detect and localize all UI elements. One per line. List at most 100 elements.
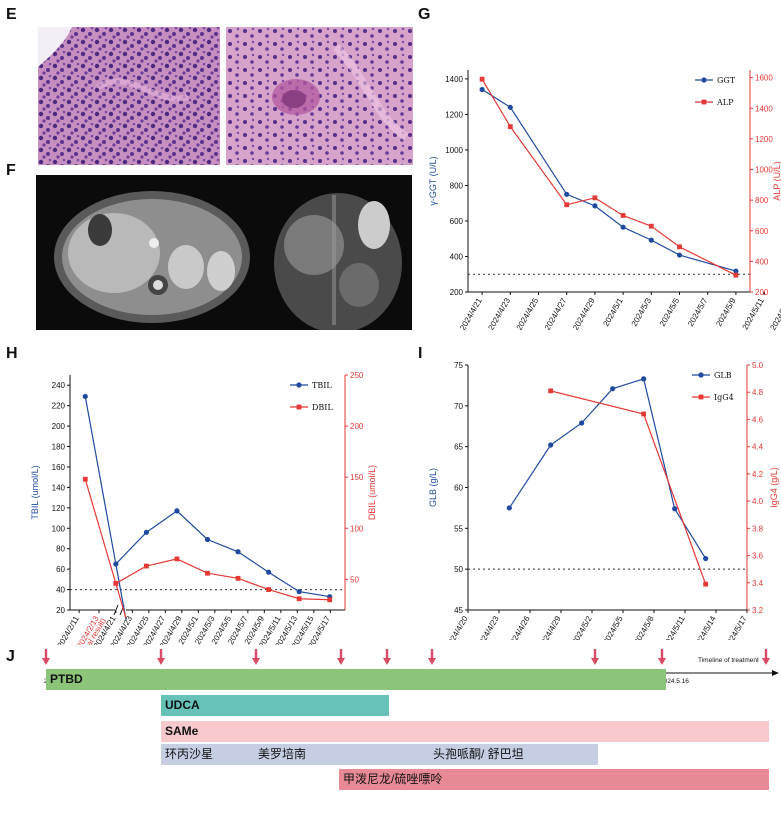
- data-point-DBIL: [235, 575, 241, 581]
- y-tick-label: 180: [52, 443, 66, 452]
- x-tick-label: 2024/5/17: [723, 614, 749, 640]
- timeline-arrowhead: [772, 670, 779, 676]
- y-tick-label: 40: [56, 586, 65, 595]
- event-arrowhead: [157, 658, 165, 665]
- legend-label-GLB: GLB: [714, 371, 732, 380]
- y2-tick-label: 3.6: [752, 552, 764, 561]
- data-point-GLB: [610, 386, 616, 392]
- data-point-ALP: [592, 195, 598, 201]
- y-tick-label: 55: [454, 524, 463, 533]
- data-point-TBIL: [296, 589, 302, 595]
- y2-tick-label: 4.8: [752, 388, 764, 397]
- event-arrowhead: [428, 658, 436, 665]
- data-point-DBIL: [296, 596, 302, 602]
- data-point-TBIL: [82, 393, 88, 400]
- x-tick-label: 2024/5/9: [714, 296, 738, 328]
- data-point-IgG4: [641, 411, 647, 417]
- data-point-GGT: [676, 252, 683, 258]
- data-point-GLB: [703, 555, 709, 562]
- legend-label-GGT: GGT: [717, 76, 736, 85]
- y-tick-label: 600: [450, 217, 464, 226]
- histology-image-left: [38, 27, 220, 165]
- panel-label-j: J: [6, 648, 15, 665]
- data-point-GLB: [548, 442, 554, 448]
- y2-tick-label: 3.2: [752, 606, 764, 615]
- y-tick-label: 60: [56, 565, 65, 574]
- data-point-DBIL: [174, 556, 180, 562]
- y2-tick-label: 5.0: [752, 361, 764, 370]
- event-arrowhead: [337, 658, 345, 665]
- x-tick-label: 2024/5/11: [661, 614, 687, 640]
- x-tick-label: 2024/4/25: [515, 296, 541, 330]
- y-tick-label: 120: [52, 504, 66, 513]
- y-axis-label: γ-GGT (U/L): [428, 156, 438, 205]
- event-arrowhead: [658, 658, 666, 665]
- data-point-ALP: [507, 124, 513, 130]
- legend-marker-GGT: [701, 77, 707, 83]
- data-point-IgG4: [703, 581, 709, 587]
- y2-tick-label: 150: [350, 473, 364, 482]
- y2-tick-label: 100: [350, 524, 364, 533]
- y-tick-label: 1200: [445, 110, 463, 119]
- x-tick-label: 2024/5/7: [686, 296, 710, 328]
- data-point-GGT: [733, 268, 739, 274]
- x-tick-label: 2024/4/27: [543, 296, 569, 330]
- event-arrowhead: [252, 658, 260, 665]
- y-tick-label: 60: [454, 484, 463, 493]
- series-line-GLB: [508, 378, 707, 559]
- x-tick-label: 2024/5/5: [601, 614, 625, 640]
- y-tick-label: 160: [52, 463, 66, 472]
- y-tick-label: 140: [52, 483, 66, 492]
- y-tick-label: 80: [56, 545, 65, 554]
- data-point-TBIL: [204, 536, 211, 543]
- x-tick-label: 2024/5/1: [601, 296, 625, 328]
- y2-tick-label: 400: [755, 257, 769, 266]
- y2-tick-label: 200: [350, 422, 364, 431]
- event-arrowhead: [42, 658, 50, 665]
- legend-label-ALP: ALP: [716, 98, 734, 107]
- y2-tick-label: 3.4: [752, 579, 764, 588]
- drug-bar-6: 甲泼尼龙/硫唑嘌呤: [339, 769, 769, 790]
- y-tick-label: 200: [450, 288, 464, 297]
- y2-tick-label: 200: [755, 288, 769, 297]
- panel-label-f: F: [6, 162, 16, 179]
- y-tick-label: 400: [450, 252, 464, 261]
- data-point-GLB: [641, 376, 647, 382]
- y-tick-label: 100: [52, 524, 66, 533]
- data-point-GGT: [507, 104, 513, 110]
- y2-tick-label: 1600: [755, 74, 773, 83]
- x-tick-label: 2024/5/5: [658, 296, 682, 328]
- y2-tick-label: 4.2: [752, 470, 764, 479]
- data-point-GGT: [564, 191, 570, 197]
- x-tick-label: 2024/4/26: [506, 614, 532, 640]
- data-point-ALP: [479, 76, 485, 82]
- series-line-DBIL: [84, 479, 117, 585]
- y2-tick-label: 50: [350, 575, 359, 584]
- data-point-DBIL: [113, 581, 119, 586]
- y-tick-label: 50: [454, 565, 463, 574]
- data-point-ALP: [733, 272, 739, 278]
- timeline-title: Timeline of treatment: [698, 657, 759, 664]
- y2-axis-label: DBIL (umol/L): [367, 465, 377, 520]
- series-line-GGT: [481, 89, 737, 272]
- data-point-IgG4: [548, 388, 554, 394]
- drug-bar-2: SAMe: [161, 721, 769, 742]
- drug-bar-3: 环丙沙星: [161, 744, 254, 765]
- legend-marker-ALP: [701, 99, 707, 105]
- y-axis-label: GLB (g/L): [428, 468, 438, 507]
- data-point-DBIL: [82, 476, 88, 482]
- y-tick-label: 200: [52, 422, 66, 431]
- y-tick-label: 1400: [445, 75, 463, 84]
- histology-image-right: [226, 27, 413, 165]
- data-point-GGT: [592, 203, 598, 209]
- y2-tick-label: 250: [350, 371, 364, 380]
- chart-h-tbil-dbil: 20 40 60 80 100 120 140 160 180 200 220 240 50 100 150…: [30, 371, 377, 645]
- event-date: 2024.5.16: [660, 678, 689, 685]
- y2-axis-label: ALP (U/L): [772, 161, 781, 200]
- data-point-TBIL: [143, 529, 149, 535]
- event-arrowhead: [383, 658, 391, 665]
- panel-label-g: G: [418, 6, 431, 23]
- panel-label-h: H: [6, 345, 18, 362]
- y2-tick-label: 600: [755, 227, 769, 236]
- x-tick-label: 2024/4/23: [486, 296, 512, 330]
